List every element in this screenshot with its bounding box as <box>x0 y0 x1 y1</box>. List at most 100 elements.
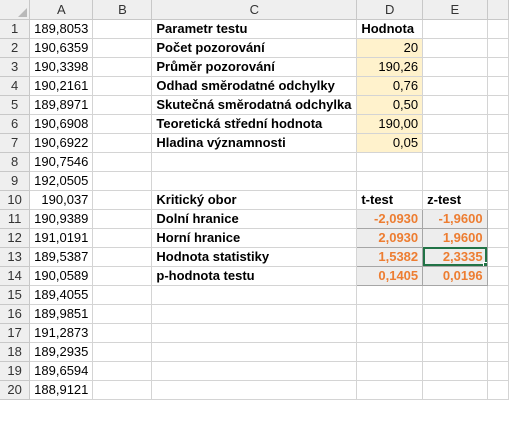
cell-c[interactable] <box>151 304 358 324</box>
row-header[interactable]: 7 <box>0 133 31 153</box>
row-header[interactable]: 10 <box>0 190 31 210</box>
cell-b[interactable] <box>92 190 153 210</box>
cell-a[interactable]: 190,6908 <box>29 114 94 134</box>
cell-a[interactable]: 189,2935 <box>29 342 94 362</box>
cell-a[interactable]: 190,3398 <box>29 57 94 77</box>
cell-b[interactable] <box>92 304 153 324</box>
cell-b[interactable] <box>92 95 153 115</box>
cell-c[interactable] <box>151 171 358 191</box>
row-header[interactable]: 18 <box>0 342 31 362</box>
cell-d[interactable] <box>356 323 424 343</box>
cell-b[interactable] <box>92 209 153 229</box>
cell-f[interactable] <box>487 209 509 229</box>
cell-d[interactable]: 0,50 <box>356 95 424 115</box>
cell-b[interactable] <box>92 361 153 381</box>
cell-d[interactable]: 20 <box>356 38 424 58</box>
cell-a[interactable]: 190,2161 <box>29 76 94 96</box>
cell-a[interactable]: 191,0191 <box>29 228 94 248</box>
cell-f[interactable] <box>487 95 509 115</box>
cell-d[interactable] <box>356 361 424 381</box>
cell-e[interactable] <box>422 171 488 191</box>
cell-c[interactable]: p-hodnota testu <box>151 266 358 286</box>
cell-e[interactable] <box>422 361 488 381</box>
cell-d[interactable]: t-test <box>356 190 424 210</box>
cell-a[interactable]: 192,0505 <box>29 171 94 191</box>
cell-b[interactable] <box>92 38 153 58</box>
row-header[interactable]: 19 <box>0 361 31 381</box>
cell-c[interactable] <box>151 323 358 343</box>
cell-b[interactable] <box>92 76 153 96</box>
cell-c[interactable] <box>151 285 358 305</box>
cell-f[interactable] <box>487 323 509 343</box>
cell-b[interactable] <box>92 19 153 39</box>
cell-f[interactable] <box>487 19 509 39</box>
cell-b[interactable] <box>92 152 153 172</box>
cell-c[interactable]: Počet pozorování <box>151 38 358 58</box>
cell-a[interactable]: 189,4055 <box>29 285 94 305</box>
row-header[interactable]: 4 <box>0 76 31 96</box>
cell-d[interactable] <box>356 285 424 305</box>
cell-d[interactable] <box>356 171 424 191</box>
cell-e[interactable] <box>422 380 488 400</box>
cell-a[interactable]: 190,9389 <box>29 209 94 229</box>
cell-f[interactable] <box>487 76 509 96</box>
cell-b[interactable] <box>92 228 153 248</box>
cell-d[interactable]: Hodnota <box>356 19 424 39</box>
cell-c[interactable]: Kritický obor <box>151 190 358 210</box>
cell-e[interactable]: z-test <box>422 190 488 210</box>
row-header[interactable]: 9 <box>0 171 31 191</box>
column-header-c[interactable]: C <box>151 0 358 20</box>
cell-e[interactable] <box>422 285 488 305</box>
cell-d[interactable]: 0,1405 <box>356 265 424 286</box>
row-header[interactable]: 6 <box>0 114 31 134</box>
cell-e[interactable] <box>422 57 488 77</box>
column-header-a[interactable]: A <box>29 0 94 20</box>
cell-f[interactable] <box>487 266 509 286</box>
cell-e[interactable]: 0,0196 <box>422 265 488 286</box>
cell-d[interactable]: 0,05 <box>356 133 424 153</box>
cell-b[interactable] <box>92 114 153 134</box>
row-header[interactable]: 13 <box>0 247 31 267</box>
cell-e[interactable]: -1,9600 <box>422 208 488 229</box>
cell-d[interactable] <box>356 380 424 400</box>
cell-e[interactable] <box>422 342 488 362</box>
cell-a[interactable]: 189,8053 <box>29 19 94 39</box>
row-header[interactable]: 17 <box>0 323 31 343</box>
cell-f[interactable] <box>487 114 509 134</box>
row-header[interactable]: 8 <box>0 152 31 172</box>
cell-a[interactable]: 191,2873 <box>29 323 94 343</box>
cell-d[interactable]: 0,76 <box>356 76 424 96</box>
row-header[interactable]: 5 <box>0 95 31 115</box>
row-header[interactable]: 3 <box>0 57 31 77</box>
cell-d[interactable] <box>356 152 424 172</box>
cell-f[interactable] <box>487 247 509 267</box>
cell-d[interactable]: 190,26 <box>356 57 424 77</box>
cell-a[interactable]: 190,6922 <box>29 133 94 153</box>
cell-d[interactable]: 190,00 <box>356 114 424 134</box>
cell-b[interactable] <box>92 380 153 400</box>
cell-c[interactable]: Skutečná směrodatná odchylka <box>151 95 358 115</box>
cell-e[interactable] <box>422 133 488 153</box>
cell-e[interactable] <box>422 38 488 58</box>
cell-b[interactable] <box>92 285 153 305</box>
cell-f[interactable] <box>487 171 509 191</box>
column-header-e[interactable]: E <box>422 0 488 20</box>
cell-c[interactable]: Dolní hranice <box>151 209 358 229</box>
select-all-corner[interactable] <box>0 0 31 20</box>
cell-b[interactable] <box>92 171 153 191</box>
cell-f[interactable] <box>487 152 509 172</box>
cell-c[interactable]: Hladina významnosti <box>151 133 358 153</box>
cell-f[interactable] <box>487 342 509 362</box>
cell-b[interactable] <box>92 342 153 362</box>
cell-d[interactable]: 1,5382 <box>356 246 424 267</box>
cell-b[interactable] <box>92 57 153 77</box>
row-header[interactable]: 15 <box>0 285 31 305</box>
cell-a[interactable]: 189,6594 <box>29 361 94 381</box>
row-header[interactable]: 20 <box>0 380 31 400</box>
cell-e[interactable] <box>422 19 488 39</box>
cell-b[interactable] <box>92 323 153 343</box>
row-header[interactable]: 11 <box>0 209 31 229</box>
cell-f[interactable] <box>487 190 509 210</box>
cell-a[interactable]: 190,7546 <box>29 152 94 172</box>
cell-f[interactable] <box>487 228 509 248</box>
